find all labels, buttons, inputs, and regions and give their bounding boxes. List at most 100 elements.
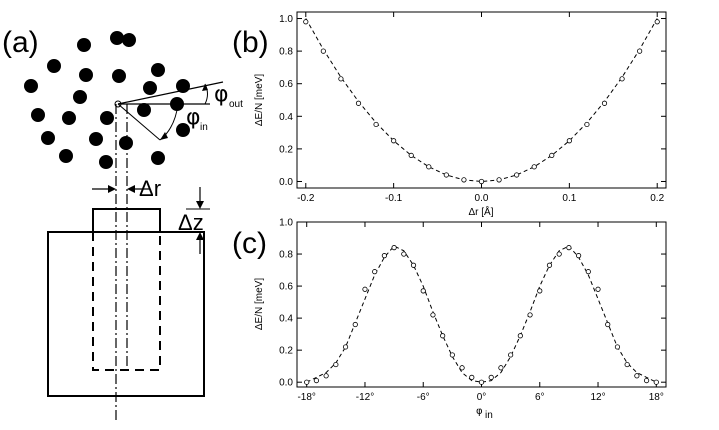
panel-b-data-point xyxy=(426,164,432,170)
panel-c-data-point xyxy=(508,352,514,358)
panel-c-x-tick-label: 0° xyxy=(477,392,487,403)
atom-18 xyxy=(119,136,133,150)
panel-c-data-point xyxy=(488,374,494,380)
atom-19 xyxy=(176,123,190,137)
panel-c-x-tick-label: -18° xyxy=(297,392,315,403)
panel-c-x-tick-label: -6° xyxy=(417,392,430,403)
panel-b-y-tick-label: 0.8 xyxy=(279,47,293,58)
phi-in-arrowhead xyxy=(160,132,168,140)
panel-c-y-tick-label: 0.2 xyxy=(279,346,293,357)
panel-b: (b) 0.0 0.2 0.4 0.6 0.8 1.0 -0.2 -0.1 0.0 0.1 0.2… xyxy=(232,11,667,218)
panel-c-data-point xyxy=(643,377,650,384)
panel-b-data-point xyxy=(461,177,467,183)
panel-c-data-point xyxy=(527,312,533,318)
panel-a-label: (a) xyxy=(2,26,39,59)
atom-21 xyxy=(99,155,113,169)
panel-c-data-point xyxy=(449,352,455,358)
panel-c-x-tick-label: 12° xyxy=(590,392,605,403)
phi-out-arrowhead xyxy=(202,84,208,91)
panel-c-data-point xyxy=(469,374,475,380)
panel-c-data-point xyxy=(585,269,591,275)
panel-b-y-axis: 0.0 0.2 0.4 0.6 0.8 1.0 xyxy=(279,14,666,188)
panel-c-data-point xyxy=(614,344,621,350)
panel-b-data-point xyxy=(320,48,326,54)
panel-c-label: (c) xyxy=(232,227,267,260)
delta-z-top-arrowhead xyxy=(196,201,204,209)
panel-b-x-axis-label: Δr [Å] xyxy=(468,205,493,218)
panel-c-data-point xyxy=(440,333,446,339)
atom-14 xyxy=(137,103,151,117)
panel-c-data-point xyxy=(372,269,378,275)
panel-b-data-point xyxy=(514,172,520,178)
panel-b-label: (b) xyxy=(232,26,269,59)
panel-c-data-point xyxy=(459,365,465,371)
panel-c-data-point xyxy=(653,379,659,385)
panel-b-series xyxy=(303,18,660,185)
panel-c-data-point xyxy=(566,245,572,251)
phi-in-subscript: in xyxy=(200,122,208,133)
panel-b-data-point xyxy=(338,76,344,82)
panel-c-x-tick-label: 18° xyxy=(649,392,664,403)
panel-c-data-point xyxy=(323,373,329,379)
panel-b-data-point xyxy=(637,48,643,54)
outer-container-rect xyxy=(47,231,205,397)
panel-c-x-axis-label-symbol: φ xyxy=(476,406,483,417)
panel-b-data-point xyxy=(654,19,660,25)
panel-c: (c) 0.0 0.2 0.4 0.6 0.8 1.0 -18° -12° -6° 0° 6° 12… xyxy=(232,218,667,421)
panel-c-data-point xyxy=(420,288,426,294)
panel-c-data-point xyxy=(401,251,407,257)
panel-c-data-point xyxy=(605,321,611,328)
panel-b-y-tick-label: 0.0 xyxy=(279,177,293,188)
panel-b-data-point xyxy=(584,121,590,128)
atom-11 xyxy=(31,108,45,122)
panel-b-y-tick-label: 0.4 xyxy=(279,112,293,123)
panel-c-y-axis: 0.0 0.2 0.4 0.6 0.8 1.0 xyxy=(279,218,666,389)
panel-b-data-point xyxy=(531,164,537,170)
phi-out-subscript: out xyxy=(229,99,243,110)
panel-b-data-point xyxy=(478,178,485,185)
atom-0 xyxy=(77,38,91,52)
atom-3 xyxy=(47,59,61,73)
panel-c-x-tick-label: 6° xyxy=(535,392,545,403)
atom-22 xyxy=(151,151,165,165)
panel-c-y-tick-label: 0.6 xyxy=(279,282,293,293)
phi-out-symbol: φ xyxy=(214,82,229,107)
panel-c-data-point xyxy=(342,344,349,350)
panel-c-data-point xyxy=(352,321,358,328)
atom-9 xyxy=(143,81,157,95)
panel-b-x-tick-label: 0.0 xyxy=(475,193,489,204)
panel-b-y-tick-label: 0.6 xyxy=(279,79,293,90)
panel-c-y-tick-label: 0.8 xyxy=(279,250,293,261)
phi-in-line xyxy=(117,103,161,141)
panel-c-data-point xyxy=(391,245,397,251)
inner-dashed-rod xyxy=(92,232,161,371)
panel-c-data-point xyxy=(362,286,368,292)
panel-c-y-axis-label: ΔE/N [meV] xyxy=(254,278,265,330)
panel-c-x-axis-label-subscript: in xyxy=(485,410,493,421)
panel-c-data-point xyxy=(410,262,417,268)
panel-b-data-point xyxy=(549,152,555,159)
panel-b-x-tick-label: 0.2 xyxy=(650,193,664,204)
panel-c-data-point xyxy=(498,365,504,371)
panel-c-x-axis: -18° -12° -6° 0° 6° 12° 18° xyxy=(297,222,664,403)
atom-4 xyxy=(79,68,93,82)
panel-c-data-point xyxy=(313,377,320,384)
panel-c-data-point xyxy=(634,373,640,379)
panel-b-data-point xyxy=(566,138,572,144)
delta-z-label: Δz xyxy=(178,210,204,235)
panel-c-data-point xyxy=(517,333,523,339)
panel-b-data-point xyxy=(303,19,309,25)
panel-b-data-point xyxy=(391,138,397,144)
panel-a-schematic: (a) φ out φ in Δr Δz xyxy=(2,26,243,422)
panel-c-y-tick-label: 1.0 xyxy=(279,218,293,229)
panel-b-data-point xyxy=(619,76,625,82)
panel-c-data-point xyxy=(304,379,310,385)
panel-c-data-point xyxy=(576,253,582,259)
panel-c-series xyxy=(304,245,659,385)
panel-c-fit-curve xyxy=(306,245,657,383)
panel-b-data-point xyxy=(443,172,449,178)
panel-b-plot-frame xyxy=(296,11,667,189)
delta-r-left-arrowhead xyxy=(108,185,116,193)
panel-b-data-point xyxy=(408,152,414,159)
